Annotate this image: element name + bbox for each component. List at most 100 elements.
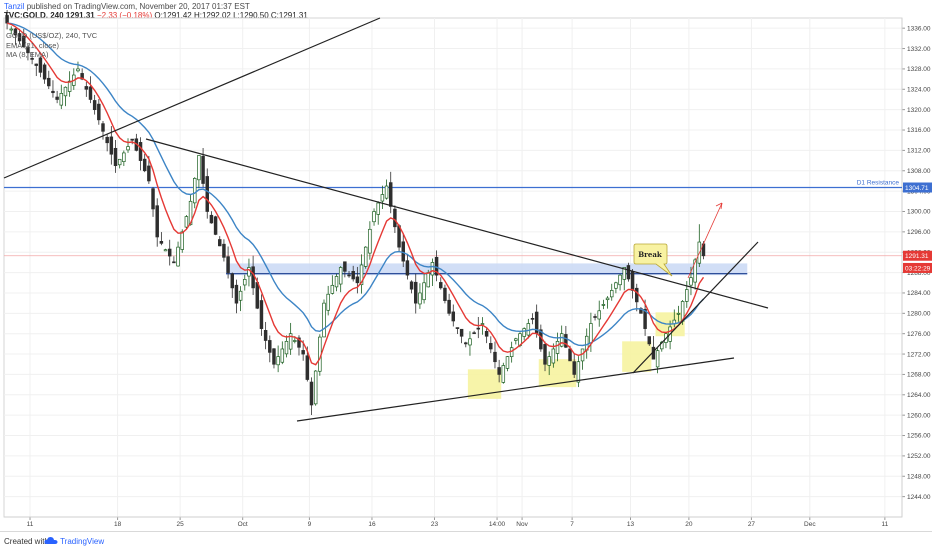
candle[interactable] (59, 84, 64, 110)
candle[interactable] (626, 262, 631, 282)
candle[interactable] (138, 137, 143, 171)
candle[interactable] (155, 198, 159, 247)
candle[interactable] (176, 241, 180, 267)
legend-ma[interactable]: MA (8, EMA) (6, 50, 49, 59)
candle[interactable] (489, 336, 493, 354)
candle[interactable] (380, 185, 385, 209)
candle[interactable] (5, 9, 9, 30)
candle[interactable] (609, 283, 614, 301)
candle[interactable] (230, 272, 235, 298)
candle[interactable] (167, 239, 172, 266)
candle[interactable] (334, 273, 339, 292)
candle[interactable] (614, 281, 618, 294)
candle[interactable] (284, 335, 289, 358)
candle[interactable] (447, 293, 451, 316)
candle[interactable] (268, 335, 272, 363)
candle[interactable] (593, 313, 597, 321)
candle[interactable] (92, 94, 97, 115)
trendline[interactable] (145, 138, 769, 309)
candle[interactable] (330, 275, 335, 295)
candle[interactable] (17, 28, 22, 45)
candle[interactable] (605, 296, 610, 309)
candle[interactable] (430, 258, 435, 286)
candle[interactable] (384, 179, 389, 200)
candle[interactable] (338, 266, 343, 293)
candle[interactable] (559, 325, 564, 348)
candle[interactable] (213, 215, 218, 236)
candle[interactable] (51, 80, 55, 98)
candle[interactable] (38, 56, 43, 78)
trendline[interactable] (296, 357, 735, 422)
candle[interactable] (526, 318, 531, 339)
candle[interactable] (501, 362, 506, 384)
candle[interactable] (347, 271, 351, 278)
candle[interactable] (226, 246, 230, 279)
candle[interactable] (643, 299, 647, 336)
candle[interactable] (368, 221, 372, 260)
candle[interactable] (22, 28, 26, 48)
candle[interactable] (313, 370, 318, 406)
candle[interactable] (635, 283, 639, 312)
candle[interactable] (522, 327, 526, 341)
candle[interactable] (414, 273, 418, 314)
candle[interactable] (493, 341, 497, 369)
candle[interactable] (218, 236, 222, 247)
price-chart[interactable]: 1336.00 1332.00 1328.00 1324.00 1320.00 1316.… (0, 0, 932, 531)
candle[interactable] (209, 211, 214, 224)
candle[interactable] (472, 330, 476, 335)
candle[interactable] (418, 283, 422, 309)
candle[interactable] (372, 208, 376, 226)
candle[interactable] (122, 150, 126, 167)
candle[interactable] (618, 274, 622, 291)
candle[interactable] (497, 359, 501, 383)
candle[interactable] (288, 322, 293, 355)
candle[interactable] (126, 138, 130, 153)
candle[interactable] (88, 76, 93, 104)
candle[interactable] (468, 331, 472, 356)
candle[interactable] (451, 304, 456, 327)
candle[interactable] (42, 62, 47, 84)
candle[interactable] (476, 316, 481, 339)
candle[interactable] (439, 277, 443, 290)
candle[interactable] (351, 265, 355, 282)
candle[interactable] (434, 250, 439, 282)
candle[interactable] (422, 272, 426, 304)
candle[interactable] (326, 285, 330, 316)
candle[interactable] (363, 246, 368, 269)
candle[interactable] (464, 341, 468, 348)
candle[interactable] (409, 280, 414, 294)
author-link[interactable]: Tanzil (4, 2, 25, 11)
candle[interactable] (172, 256, 176, 264)
ema-21-line[interactable] (7, 22, 705, 347)
candle[interactable] (113, 139, 118, 173)
candle[interactable] (105, 134, 109, 152)
legend-symbol[interactable]: GOLD (US$/OZ), 240, TVC (6, 31, 98, 40)
candle[interactable] (222, 239, 226, 262)
candle[interactable] (234, 279, 239, 314)
candle[interactable] (401, 233, 405, 268)
candle[interactable] (63, 86, 68, 107)
candle[interactable] (188, 194, 193, 226)
trendline[interactable] (3, 17, 381, 179)
candle[interactable] (197, 155, 201, 189)
candle[interactable] (459, 328, 464, 344)
candle[interactable] (84, 81, 89, 97)
candle[interactable] (243, 274, 247, 291)
candle[interactable] (163, 248, 168, 252)
candle[interactable] (30, 52, 34, 65)
candle[interactable] (484, 327, 489, 344)
candle[interactable] (238, 286, 243, 312)
candle[interactable] (151, 186, 155, 217)
candle[interactable] (309, 377, 314, 415)
candle[interactable] (543, 341, 547, 372)
candle[interactable] (97, 99, 101, 125)
break-callout[interactable] (633, 243, 673, 277)
candle[interactable] (117, 158, 122, 169)
legend-ema[interactable]: EMA (21, close) (6, 40, 59, 50)
candle[interactable] (530, 313, 535, 325)
candle[interactable] (9, 26, 13, 35)
trendline[interactable] (632, 241, 759, 374)
candle[interactable] (622, 267, 626, 291)
candle[interactable] (322, 299, 326, 338)
tradingview-logo[interactable]: TradingView (44, 536, 104, 546)
